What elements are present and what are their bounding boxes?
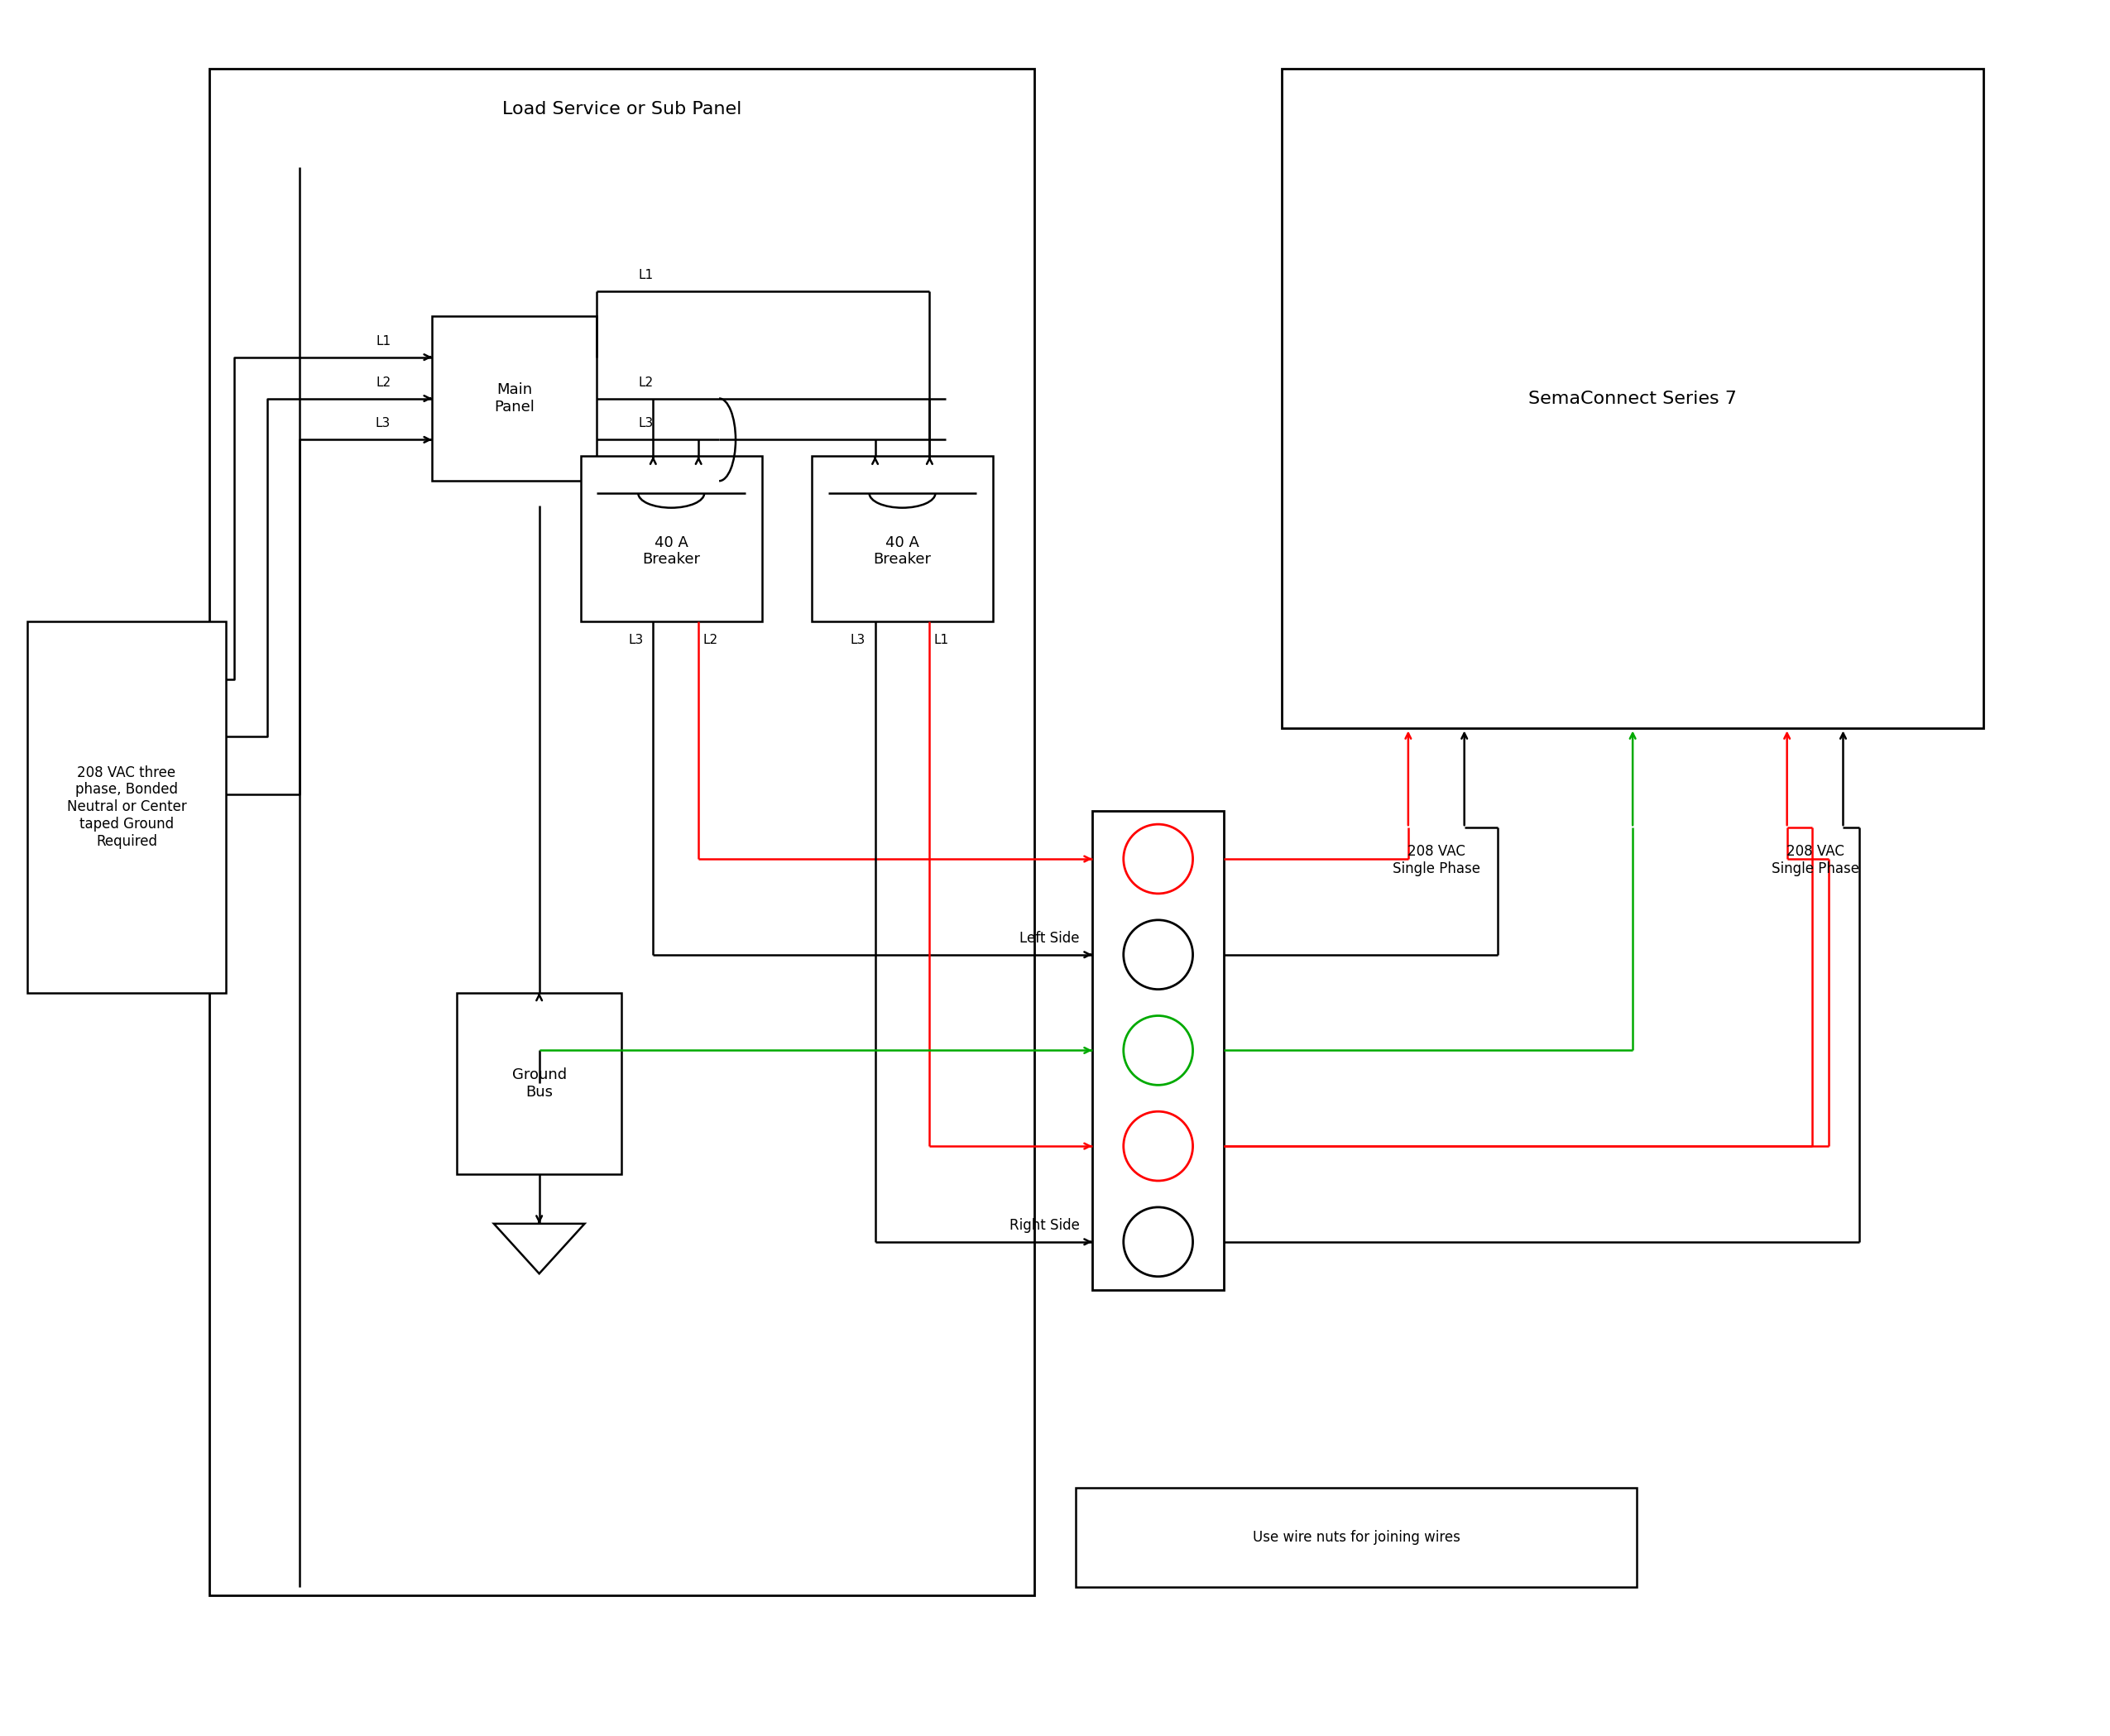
Text: L1: L1 <box>637 269 654 281</box>
Text: Load Service or Sub Panel: Load Service or Sub Panel <box>502 101 741 118</box>
Text: L3: L3 <box>850 634 865 646</box>
Text: L3: L3 <box>376 417 390 431</box>
FancyBboxPatch shape <box>433 316 597 481</box>
Text: Right Side: Right Side <box>1009 1219 1080 1233</box>
Text: 208 VAC three
phase, Bonded
Neutral or Center
taped Ground
Required: 208 VAC three phase, Bonded Neutral or C… <box>68 766 186 849</box>
FancyBboxPatch shape <box>580 457 762 621</box>
FancyBboxPatch shape <box>209 68 1034 1595</box>
FancyBboxPatch shape <box>812 457 994 621</box>
Text: L2: L2 <box>637 377 654 389</box>
FancyBboxPatch shape <box>1283 68 1983 729</box>
Text: Main
Panel: Main Panel <box>494 382 534 415</box>
FancyBboxPatch shape <box>1093 811 1224 1290</box>
FancyBboxPatch shape <box>1076 1488 1637 1587</box>
Text: Use wire nuts for joining wires: Use wire nuts for joining wires <box>1253 1529 1460 1545</box>
Text: L1: L1 <box>935 634 949 646</box>
FancyBboxPatch shape <box>456 993 622 1174</box>
Text: 40 A
Breaker: 40 A Breaker <box>874 535 931 568</box>
Text: Ground
Bus: Ground Bus <box>513 1068 568 1099</box>
Text: Left Side: Left Side <box>1019 930 1080 946</box>
Text: L2: L2 <box>703 634 717 646</box>
Text: 208 VAC
Single Phase: 208 VAC Single Phase <box>1393 844 1479 877</box>
Text: L3: L3 <box>637 417 654 431</box>
Text: SemaConnect Series 7: SemaConnect Series 7 <box>1528 391 1737 406</box>
Text: 40 A
Breaker: 40 A Breaker <box>641 535 701 568</box>
Text: L1: L1 <box>376 335 390 347</box>
Text: L2: L2 <box>376 377 390 389</box>
Text: L3: L3 <box>629 634 644 646</box>
FancyBboxPatch shape <box>27 621 226 993</box>
Text: 208 VAC
Single Phase: 208 VAC Single Phase <box>1770 844 1859 877</box>
